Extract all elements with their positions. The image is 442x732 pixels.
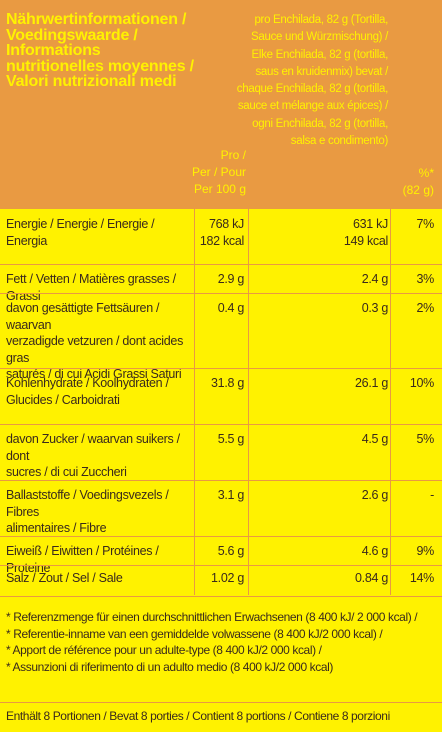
name-line: Glucides / Carboidrati xyxy=(6,392,120,407)
per100-value: 31.8 g xyxy=(211,376,244,390)
percent-value: 5% xyxy=(416,432,435,446)
nutrient-name: Kohlenhydrate / Koolhydraten / Glucides … xyxy=(6,375,191,408)
nutrient-name: Salz / Zout / Sel / Sale xyxy=(6,570,191,587)
serving-column-header: pro Enchilada, 82 g (Tortilla, Sauce und… xyxy=(228,12,389,150)
name-line: saturés / di cui Acidi Grassi Saturi xyxy=(6,367,182,381)
percent-value: 7% xyxy=(416,217,435,231)
table-bottom-rule xyxy=(0,596,442,598)
per100-value: 0.4 g xyxy=(217,301,245,315)
percent-value: - xyxy=(430,488,434,502)
name-line: Salz / Zout / Sel / Sale xyxy=(6,571,123,585)
nutrient-name: Energie / Energie / Energie / Energia xyxy=(6,216,191,249)
table-row: davon gesättigte Fettsäuren / waarvan ve… xyxy=(0,293,442,381)
nutrient-name: Eiweiß / Eiwitten / Protéines / Proteine xyxy=(6,543,191,576)
percent-value: 2% xyxy=(416,301,435,315)
per100-column-header: Pro / Per / Pour Per 100 g xyxy=(186,147,246,198)
pct-header-line: %* xyxy=(418,166,434,180)
per100-value: 768 kJ 182 kcal xyxy=(174,216,244,249)
serving-value: 26.1 g xyxy=(355,376,388,390)
column-divider xyxy=(390,208,391,595)
name-line: verzadigde vetzuren / dont acides gras xyxy=(6,334,184,365)
serving-value: 0.3 g xyxy=(361,301,389,315)
serving-line: Elke Enchilada, 82 g (tortilla, xyxy=(251,48,389,61)
percent-value: 10% xyxy=(409,376,434,390)
percent-value: 3% xyxy=(416,272,435,286)
value-line: 631 kJ xyxy=(352,217,388,231)
title-line: nutritionelles moyennes / xyxy=(6,57,194,75)
per100-value: 1.02 g xyxy=(211,571,244,585)
per100-value: 5.5 g xyxy=(217,432,245,446)
name-line: Energia xyxy=(6,233,47,248)
table-row: davon Zucker / waarvan suikers / dont su… xyxy=(0,424,442,480)
name-line: Ballaststoffe / Voedingsvezels / Fibres xyxy=(6,488,169,519)
footnote-line: * Apport de référence pour un adulte-typ… xyxy=(6,643,322,657)
serving-value: 4.5 g xyxy=(361,432,389,446)
footnotes: * Referenzmenge für einen durchschnittli… xyxy=(6,609,438,675)
footnote-rule xyxy=(0,702,442,704)
serving-value: 2.4 g xyxy=(361,272,389,286)
title-line: Valori nutrizionali medi xyxy=(6,73,177,90)
serving-value: 631 kJ 149 kcal xyxy=(308,216,388,249)
table-row: Eiweiß / Eiwitten / Protéines / Proteine… xyxy=(0,536,442,575)
per100-value: 5.6 g xyxy=(217,544,245,558)
table-row: Salz / Zout / Sel / Sale 1.02 g 0.84 g 1… xyxy=(0,565,442,595)
per100-header-line: Pro / xyxy=(220,148,246,162)
serving-line: sauce et mélange aux épices) / xyxy=(237,100,388,113)
nutrient-name: davon gesättigte Fettsäuren / waarvan ve… xyxy=(6,300,191,383)
footnote-line: * Referentie-inname van een gemiddelde v… xyxy=(6,626,383,641)
column-divider xyxy=(194,208,195,595)
title-line: Voedingswaarde / xyxy=(6,26,138,44)
serving-line: salsa e condimento) xyxy=(290,135,389,148)
nutrient-name: davon Zucker / waarvan suikers / dont su… xyxy=(6,431,191,481)
per100-header-line: Per 100 g xyxy=(193,182,246,196)
table-row: Ballaststoffe / Voedingsvezels / Fibres … xyxy=(0,480,442,536)
percent-column-header: %* (82 g) xyxy=(394,165,434,199)
name-line: Fett / Vetten / Matières grasses / Grass… xyxy=(6,272,176,303)
footnote-line: * Assunzioni di riferimento di un adulto… xyxy=(6,659,333,674)
value-line: 182 kcal xyxy=(199,233,244,248)
nutrient-name: Fett / Vetten / Matières grasses / Grass… xyxy=(6,271,191,304)
title-line: Informations xyxy=(6,42,101,59)
title-line: Nährwertinformationen / xyxy=(6,11,187,28)
percent-value: 14% xyxy=(409,571,434,585)
percent-value: 9% xyxy=(416,544,435,558)
serving-line: pro Enchilada, 82 g (Tortilla, xyxy=(254,14,388,26)
serving-line: chaque Enchilada, 82 g (tortilla, xyxy=(236,83,389,96)
column-divider xyxy=(248,208,249,595)
nutrient-name: Ballaststoffe / Voedingsvezels / Fibres … xyxy=(6,487,191,537)
footnote-line: * Referenzmenge für einen durchschnittli… xyxy=(6,610,418,624)
name-line: alimentaires / Fibre xyxy=(6,521,107,535)
name-line: davon gesättigte Fettsäuren / waarvan xyxy=(6,301,160,332)
name-line: Eiweiß / Eiwitten / Protéines / Proteine xyxy=(6,544,159,575)
per100-value: 2.9 g xyxy=(217,272,245,286)
table-row: Kohlenhydrate / Koolhydraten / Glucides … xyxy=(0,368,442,424)
serving-value: 2.6 g xyxy=(361,488,389,502)
serving-value: 0.84 g xyxy=(355,571,388,585)
serving-value: 4.6 g xyxy=(361,544,389,558)
serving-line: Sauce und Würzmischung) / xyxy=(251,31,388,44)
serving-line: ogni Enchilada, 82 g (tortilla, xyxy=(252,117,388,130)
per100-value: 3.1 g xyxy=(217,488,245,502)
serving-line: saus en kruidenmix) bevat / xyxy=(255,65,388,78)
pct-header-line: (82 g) xyxy=(402,183,434,197)
name-line: Energie / Energie / Energie / xyxy=(6,217,155,231)
table-header: Nährwertinformationen / Voedingswaarde /… xyxy=(0,0,442,208)
name-line: Kohlenhydrate / Koolhydraten / xyxy=(6,376,169,390)
portions-statement: Enthält 8 Portionen / Bevat 8 porties / … xyxy=(6,709,390,723)
name-line: davon Zucker / waarvan suikers / dont xyxy=(6,432,180,463)
table-title: Nährwertinformationen / Voedingswaarde /… xyxy=(6,12,236,90)
name-line: sucres / di cui Zuccheri xyxy=(6,465,127,479)
table-row: Fett / Vetten / Matières grasses / Grass… xyxy=(0,264,442,303)
value-line: 768 kJ xyxy=(208,217,244,231)
table-row: Energie / Energie / Energie / Energia 76… xyxy=(0,208,442,264)
per100-header-line: Per / Pour xyxy=(191,165,246,179)
value-line: 149 kcal xyxy=(343,233,388,248)
